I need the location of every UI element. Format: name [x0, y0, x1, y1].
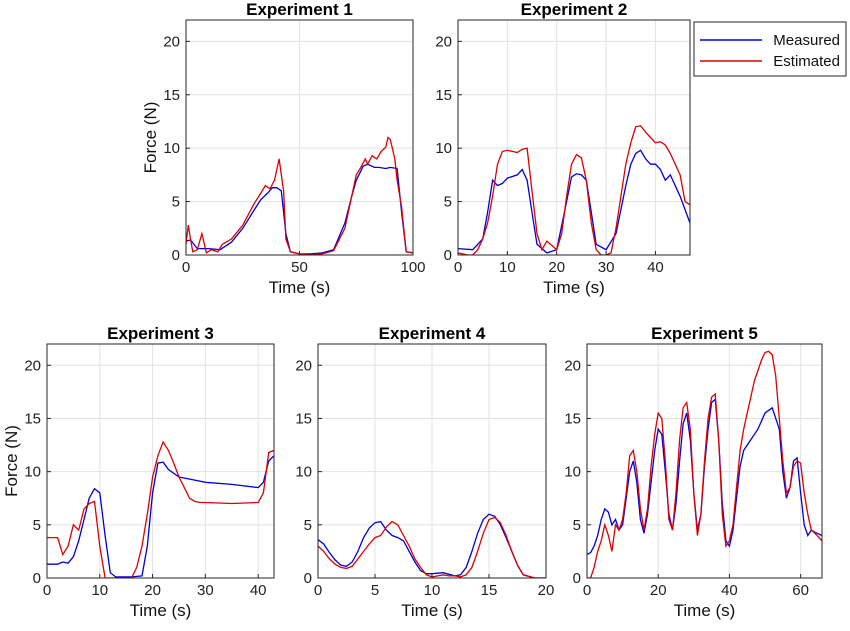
- y-tick-label: 0: [172, 247, 180, 264]
- y-tick-label: 15: [435, 87, 452, 104]
- axes-box: [46, 343, 275, 579]
- chart-title: Experiment 5: [651, 324, 758, 343]
- y-tick-label: 5: [172, 194, 180, 211]
- x-tick-label: 100: [400, 259, 425, 276]
- y-axis-label: Force (N): [141, 102, 160, 174]
- legend: Measured Estimated: [693, 21, 847, 77]
- y-tick-label: 10: [435, 140, 452, 157]
- chart-panel-2: 0 10 20 30 40 0 5 10 15 20 Experiment 2 Time (s): [435, 0, 691, 297]
- x-axis-label: Time (s): [401, 601, 463, 620]
- y-tick-label: 15: [163, 87, 180, 104]
- x-tick-label: 30: [197, 582, 214, 599]
- x-tick-label: 30: [598, 259, 615, 276]
- x-tick-label: 20: [144, 582, 161, 599]
- y-tick-label: 20: [24, 357, 41, 374]
- legend-label-estimated: Estimated: [773, 53, 840, 70]
- series-line-estimated: [458, 125, 690, 255]
- x-tick-label: 5: [371, 582, 379, 599]
- y-axis-label: Force (N): [2, 425, 21, 497]
- x-tick-label: 20: [548, 259, 565, 276]
- legend-label-measured: Measured: [773, 32, 840, 49]
- chart-panel-1: 0 50 100 0 5 10 15 20 Experiment 1 Time (s) Force …: [141, 0, 426, 297]
- x-tick-label: 20: [650, 582, 667, 599]
- y-tick-label: 0: [33, 570, 41, 587]
- y-tick-label: 5: [33, 517, 41, 534]
- x-tick-label: 10: [499, 259, 516, 276]
- y-tick-label: 0: [304, 570, 312, 587]
- y-tick-label: 20: [295, 357, 312, 374]
- y-tick-label: 10: [295, 464, 312, 481]
- y-tick-label: 10: [564, 464, 581, 481]
- y-tick-label: 20: [163, 33, 180, 50]
- x-tick-label: 10: [91, 582, 108, 599]
- chart-panel-3: 0 10 20 30 40 0 5 10 15 20 Experiment 3 Time (s) For…: [2, 324, 275, 620]
- y-tick-label: 10: [24, 464, 41, 481]
- legend-box: [693, 21, 847, 77]
- series-line-estimated: [47, 440, 274, 578]
- x-tick-label: 0: [182, 259, 190, 276]
- x-tick-label: 0: [43, 582, 51, 599]
- chart-title: Experiment 1: [246, 0, 353, 19]
- y-tick-label: 20: [564, 357, 581, 374]
- series-line-estimated: [186, 136, 413, 255]
- y-tick-label: 0: [573, 570, 581, 587]
- y-tick-label: 15: [24, 410, 41, 427]
- y-tick-label: 15: [564, 410, 581, 427]
- y-tick-label: 10: [163, 140, 180, 157]
- x-tick-label: 0: [583, 582, 591, 599]
- x-tick-label: 40: [647, 259, 664, 276]
- x-tick-label: 0: [314, 582, 322, 599]
- y-tick-label: 5: [444, 194, 452, 211]
- x-tick-label: 60: [792, 582, 809, 599]
- chart-title: Experiment 3: [107, 324, 214, 343]
- x-tick-label: 40: [250, 582, 267, 599]
- series-line-measured: [318, 513, 546, 578]
- chart-title: Experiment 4: [379, 324, 486, 343]
- chart-panel-5: 0 20 40 60 0 5 10 15 20 Experiment 5 Time (s): [564, 324, 823, 620]
- y-tick-label: 0: [444, 247, 452, 264]
- chart-title: Experiment 2: [521, 0, 628, 19]
- x-axis-label: Time (s): [269, 278, 331, 297]
- chart-panel-4: 0 5 10 15 20 0 5 10 15 20 Experiment 4 Time (s): [295, 324, 554, 620]
- axes-box: [457, 19, 691, 256]
- series-line-measured: [458, 149, 690, 254]
- series-line-estimated: [318, 516, 546, 578]
- y-tick-label: 20: [435, 33, 452, 50]
- x-tick-label: 50: [291, 259, 308, 276]
- series-line-estimated: [587, 350, 822, 578]
- y-tick-label: 5: [304, 517, 312, 534]
- plot-area: [47, 344, 274, 578]
- y-tick-label: 15: [295, 410, 312, 427]
- x-axis-label: Time (s): [543, 278, 605, 297]
- x-tick-label: 10: [424, 582, 441, 599]
- x-axis-label: Time (s): [130, 601, 192, 620]
- x-tick-label: 15: [481, 582, 498, 599]
- x-tick-label: 20: [538, 582, 555, 599]
- x-axis-label: Time (s): [674, 601, 736, 620]
- x-tick-label: 40: [721, 582, 738, 599]
- y-tick-label: 5: [573, 517, 581, 534]
- x-tick-label: 0: [454, 259, 462, 276]
- axes-box: [586, 343, 823, 579]
